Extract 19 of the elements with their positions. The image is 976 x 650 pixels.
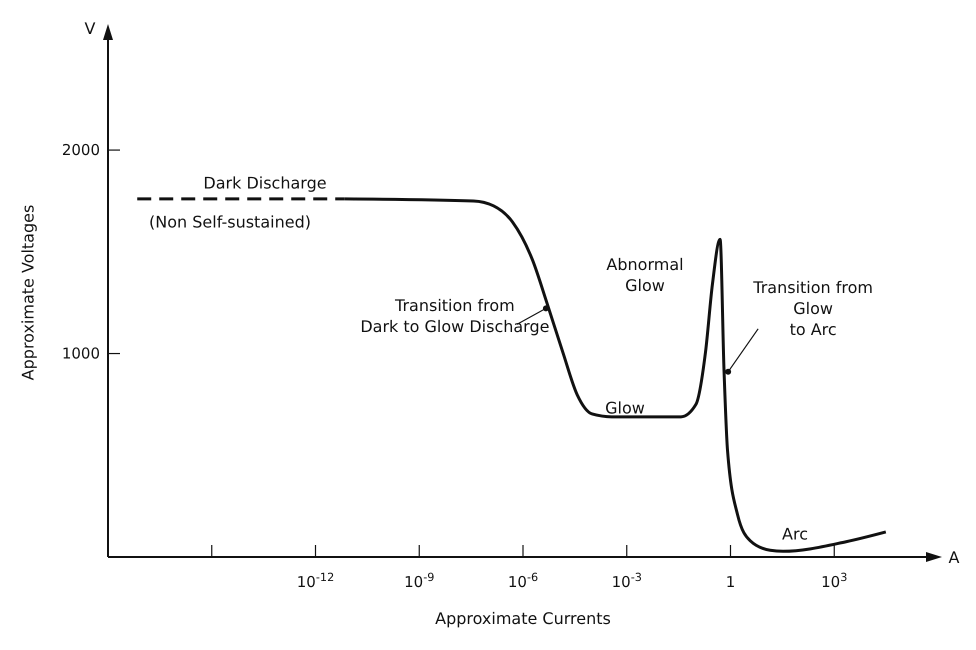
y-tick-label: 2000	[62, 141, 100, 160]
y-axis-title: Approximate Voltages	[18, 204, 38, 380]
annotation: Transition from Glow to Arc	[752, 278, 873, 339]
x-axis-title: Approximate Currents	[435, 609, 611, 628]
x-tick-label: 1	[726, 573, 736, 591]
annotation: Dark Discharge	[203, 172, 327, 194]
text: V	[84, 19, 96, 38]
x-tick-label: 10$^{-6}$	[508, 570, 538, 591]
annotation: Glow	[605, 398, 645, 418]
annotation: Abnormal Glow	[606, 254, 684, 296]
annotation: (Non Self-sustained)	[149, 212, 311, 232]
text: A	[948, 548, 960, 567]
x-tick-label: 10$^{-9}$	[404, 570, 434, 591]
x-tick-label: 10$^{-3}$	[612, 570, 642, 591]
x-tick-label: 10$^{3}$	[821, 570, 848, 591]
x-tick-label: 10$^{-12}$	[296, 570, 334, 591]
annotation: Arc	[782, 524, 808, 544]
y-tick-label: 1000	[62, 344, 100, 363]
annotation: Transition from Dark to Glow Discharge	[360, 296, 550, 336]
